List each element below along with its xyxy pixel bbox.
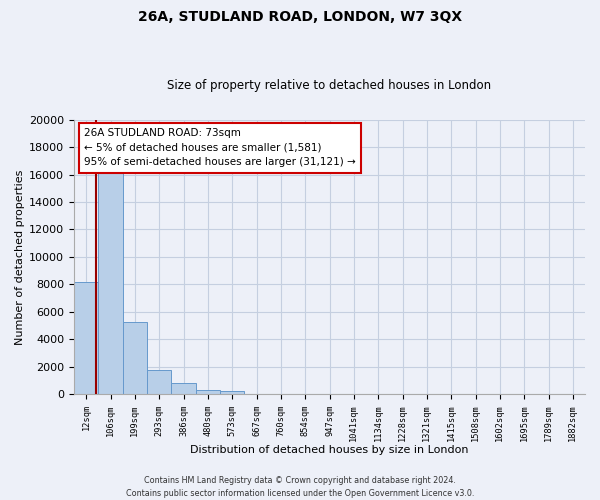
Text: 26A STUDLAND ROAD: 73sqm
← 5% of detached houses are smaller (1,581)
95% of semi: 26A STUDLAND ROAD: 73sqm ← 5% of detache… (84, 128, 356, 168)
Bar (74, 282, 98, 395)
Bar (196, 390, 220, 394)
Title: Size of property relative to detached houses in London: Size of property relative to detached ho… (167, 79, 491, 92)
Bar (122, 322, 147, 394)
Bar (98, 168, 122, 394)
X-axis label: Distribution of detached houses by size in London: Distribution of detached houses by size … (190, 445, 469, 455)
Text: Contains HM Land Registry data © Crown copyright and database right 2024.
Contai: Contains HM Land Registry data © Crown c… (126, 476, 474, 498)
Bar (147, 370, 172, 394)
Bar (220, 391, 244, 394)
Text: 26A, STUDLAND ROAD, LONDON, W7 3QX: 26A, STUDLAND ROAD, LONDON, W7 3QX (138, 10, 462, 24)
Y-axis label: Number of detached properties: Number of detached properties (15, 170, 25, 344)
Bar (172, 384, 196, 394)
